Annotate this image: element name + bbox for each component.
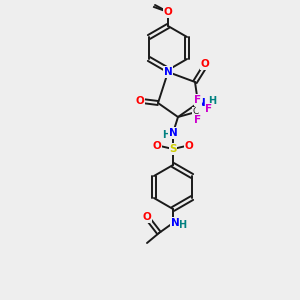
Text: O: O bbox=[153, 141, 161, 151]
Text: O: O bbox=[136, 96, 144, 106]
Text: N: N bbox=[164, 67, 172, 77]
Text: H: H bbox=[178, 220, 186, 230]
Text: O: O bbox=[164, 7, 172, 17]
Text: H: H bbox=[162, 130, 170, 140]
Text: S: S bbox=[169, 144, 177, 154]
Text: F: F bbox=[194, 95, 202, 105]
Text: H: H bbox=[208, 96, 216, 106]
Text: N: N bbox=[196, 98, 206, 108]
Text: N: N bbox=[169, 128, 177, 138]
Text: O: O bbox=[142, 212, 152, 222]
Text: F: F bbox=[194, 115, 202, 125]
Text: C: C bbox=[193, 107, 199, 116]
Text: O: O bbox=[184, 141, 194, 151]
Text: F: F bbox=[206, 104, 213, 114]
Text: N: N bbox=[171, 218, 179, 228]
Text: O: O bbox=[201, 59, 209, 69]
